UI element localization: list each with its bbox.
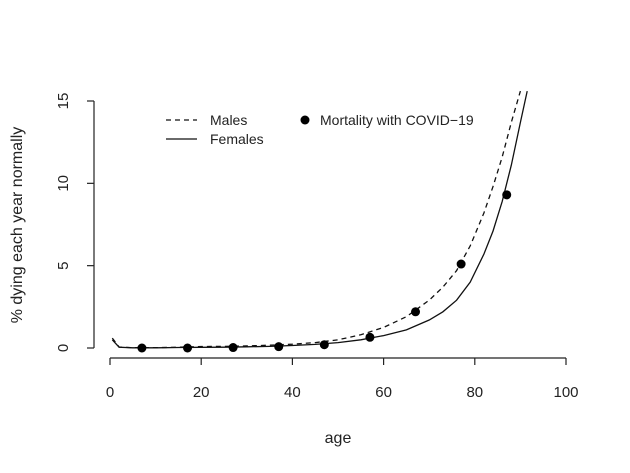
covid-mortality-point — [274, 342, 284, 352]
legend-females-label: Females — [210, 131, 264, 147]
x-axis-label: age — [325, 430, 352, 447]
x-tick-label: 20 — [193, 384, 210, 401]
covid-mortality-point — [411, 307, 421, 317]
y-tick-label: 10 — [55, 175, 72, 192]
x-tick-label: 60 — [375, 384, 392, 401]
covid-mortality-point — [319, 340, 329, 350]
plot-area — [111, 90, 528, 353]
x-tick-label: 80 — [466, 384, 483, 401]
covid-mortality-point — [137, 343, 147, 353]
x-tick-label: 0 — [106, 384, 114, 401]
axes: 0 20 40 60 80 100 0 5 10 15 — [55, 93, 579, 401]
covid-mortality-point — [228, 343, 238, 353]
covid-mortality-point — [365, 332, 375, 342]
y-axis-label: % dying each year normally — [9, 127, 26, 324]
covid-mortality-point — [183, 343, 193, 353]
y-ticks: 0 5 10 15 — [55, 93, 94, 352]
covid-mortality-point — [456, 259, 466, 269]
legend-covid-label: Mortality with COVID−19 — [320, 112, 474, 128]
legend-covid-marker — [300, 115, 310, 125]
x-tick-label: 100 — [553, 384, 578, 401]
covid-mortality-point — [502, 190, 512, 200]
y-tick-label: 15 — [55, 93, 72, 110]
x-ticks: 0 20 40 60 80 100 — [106, 358, 579, 401]
males-curve — [111, 90, 522, 349]
y-tick-label: 0 — [55, 344, 72, 352]
females-curve — [111, 90, 528, 349]
x-tick-label: 40 — [284, 384, 301, 401]
legend-males-label: Males — [210, 112, 247, 128]
y-tick-label: 5 — [55, 261, 72, 269]
legend: Males Females Mortality with COVID−19 — [166, 112, 474, 147]
